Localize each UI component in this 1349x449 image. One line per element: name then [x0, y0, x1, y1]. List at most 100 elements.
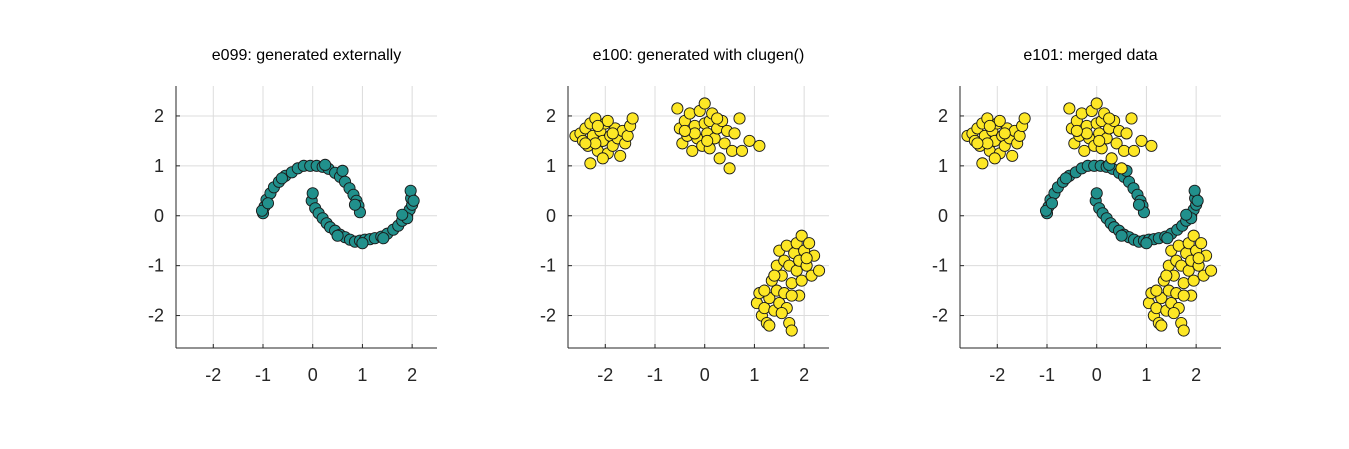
panel-e099: e099: generated externally -2 -1 0 1 2 2 1 0 -1 -… — [148, 47, 437, 385]
data-point — [785, 324, 798, 337]
data-point — [758, 284, 771, 297]
data-point — [795, 229, 808, 242]
data-point — [356, 237, 369, 250]
panel-title: e099: generated externally — [212, 47, 401, 64]
data-point — [1167, 307, 1180, 320]
data-point — [1177, 277, 1190, 290]
y-tick-label: 2 — [154, 106, 164, 126]
x-tick-label: 1 — [357, 365, 367, 385]
data-point — [1161, 232, 1174, 245]
panel-title: e100: generated with clugen() — [593, 47, 805, 64]
data-point — [1078, 144, 1091, 157]
data-point — [976, 157, 989, 170]
data-point — [1180, 208, 1193, 221]
data-point — [306, 187, 319, 200]
x-tick-label: -2 — [597, 365, 613, 385]
data-point — [718, 137, 731, 150]
data-point — [1177, 289, 1190, 302]
data-point — [1127, 144, 1141, 157]
y-tick-label: -2 — [932, 306, 948, 326]
x-tick-label: 2 — [799, 365, 809, 385]
data-point — [396, 208, 409, 221]
data-point — [1188, 184, 1201, 197]
data-point — [1145, 139, 1158, 152]
data-point — [813, 264, 826, 277]
data-point — [1070, 124, 1083, 137]
data-point — [584, 157, 597, 170]
x-tick-label: 2 — [1191, 365, 1201, 385]
data-point — [785, 289, 798, 302]
data-point — [348, 198, 362, 211]
data-point — [1160, 269, 1173, 282]
data-point — [319, 158, 332, 171]
x-tick-label: -1 — [255, 365, 271, 385]
x-tick-label: 0 — [1092, 365, 1102, 385]
data-point — [1093, 134, 1106, 147]
x-tick-label: -2 — [989, 365, 1005, 385]
x-tick-label: 0 — [308, 365, 318, 385]
data-point — [785, 277, 798, 290]
y-tick-label: -1 — [932, 256, 948, 276]
data-point — [763, 319, 776, 332]
data-point — [671, 102, 684, 115]
data-point — [626, 112, 639, 125]
x-tick-label: -1 — [1039, 365, 1055, 385]
data-point — [768, 269, 781, 282]
data-point — [377, 232, 390, 245]
x-tick-label: 1 — [1141, 365, 1151, 385]
y-tick-label: 1 — [546, 156, 556, 176]
data-point — [758, 302, 771, 315]
data-point — [775, 307, 788, 320]
data-point — [678, 124, 691, 137]
data-point — [728, 127, 741, 140]
data-point — [1103, 112, 1116, 125]
data-point — [1205, 264, 1218, 277]
series-0 — [569, 97, 826, 337]
data-point — [1018, 112, 1031, 125]
data-point — [733, 112, 746, 125]
data-point — [275, 172, 288, 185]
data-point — [1177, 324, 1190, 337]
series-1 — [961, 97, 1218, 337]
data-point — [993, 114, 1006, 127]
y-tick-label: 1 — [938, 156, 948, 176]
data-point — [621, 129, 634, 142]
data-point — [723, 162, 736, 175]
y-tick-label: -2 — [540, 306, 556, 326]
data-point — [1135, 134, 1148, 147]
data-point — [336, 164, 349, 177]
data-point — [407, 194, 420, 207]
data-point — [711, 112, 724, 125]
data-point — [743, 134, 756, 147]
data-point — [1140, 237, 1153, 250]
y-tick-label: 0 — [938, 206, 948, 226]
data-point — [790, 264, 803, 277]
data-point — [686, 144, 699, 157]
y-tick-label: 2 — [546, 106, 556, 126]
y-tick-label: 2 — [938, 106, 948, 126]
data-point — [1132, 198, 1146, 211]
data-point — [1150, 302, 1163, 315]
data-point — [591, 119, 604, 132]
data-point — [988, 152, 1001, 165]
x-tick-label: -1 — [647, 365, 663, 385]
y-tick-label: -1 — [540, 256, 556, 276]
data-point — [1105, 152, 1118, 165]
data-point — [1125, 112, 1138, 125]
data-point — [698, 97, 711, 110]
data-point — [596, 152, 609, 165]
data-point — [1075, 107, 1088, 120]
data-point — [971, 137, 984, 150]
data-point — [1080, 127, 1093, 140]
data-point — [1006, 149, 1019, 162]
data-point — [1187, 229, 1200, 242]
data-point — [713, 152, 726, 165]
data-point — [1191, 194, 1204, 207]
data-point — [683, 107, 696, 120]
data-point — [1013, 129, 1026, 142]
series-0 — [255, 158, 420, 250]
data-point — [601, 114, 614, 127]
data-point — [701, 134, 714, 147]
y-tick-label: -2 — [148, 306, 164, 326]
